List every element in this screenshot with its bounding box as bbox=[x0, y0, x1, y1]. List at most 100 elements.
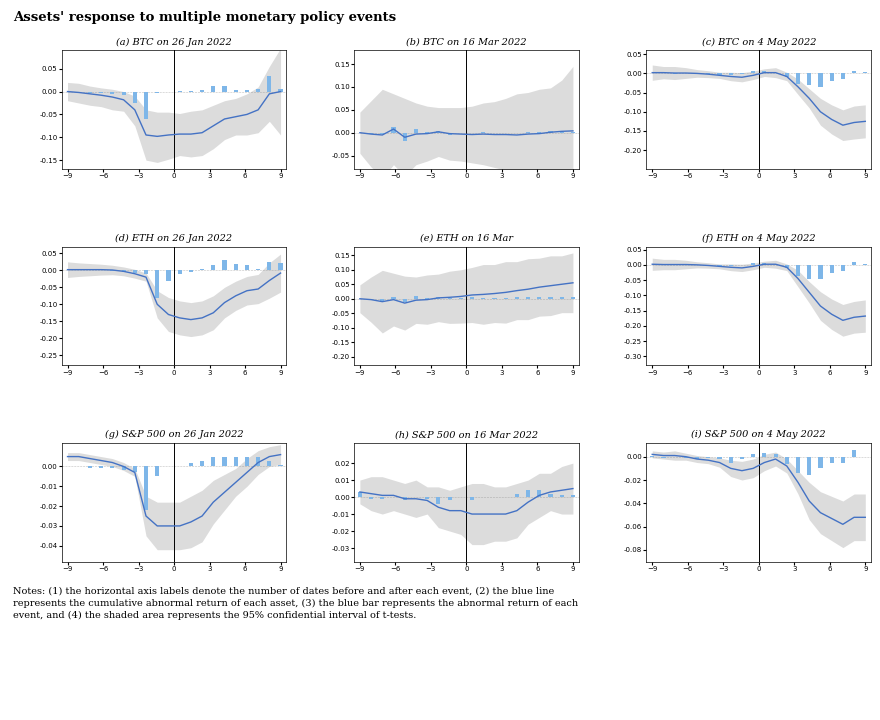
Bar bbox=[414, 129, 418, 132]
Bar bbox=[830, 73, 833, 81]
Bar bbox=[392, 297, 396, 299]
Bar bbox=[189, 270, 193, 272]
Bar bbox=[155, 467, 159, 477]
Bar bbox=[234, 90, 238, 91]
Bar bbox=[470, 297, 474, 299]
Bar bbox=[852, 450, 856, 456]
Bar bbox=[807, 456, 811, 475]
Bar bbox=[88, 91, 92, 93]
Bar bbox=[571, 297, 575, 299]
Bar bbox=[155, 91, 159, 94]
Bar bbox=[380, 299, 385, 301]
Bar bbox=[785, 265, 788, 268]
Bar bbox=[796, 265, 800, 276]
Bar bbox=[470, 497, 474, 500]
Bar bbox=[774, 454, 778, 456]
Bar bbox=[392, 127, 396, 132]
Bar bbox=[503, 297, 508, 299]
Bar bbox=[830, 456, 833, 462]
Bar bbox=[762, 453, 766, 456]
Bar bbox=[751, 264, 755, 265]
Bar bbox=[571, 495, 575, 497]
Bar bbox=[762, 71, 766, 73]
Bar bbox=[245, 456, 249, 467]
Title: (f) ETH on 4 May 2022: (f) ETH on 4 May 2022 bbox=[702, 234, 816, 243]
Title: (e) ETH on 16 Mar: (e) ETH on 16 Mar bbox=[420, 234, 513, 243]
Bar bbox=[223, 260, 226, 270]
Bar bbox=[268, 76, 271, 91]
Bar bbox=[493, 298, 496, 299]
Bar bbox=[548, 131, 553, 132]
Bar bbox=[380, 132, 385, 134]
Bar bbox=[99, 467, 103, 469]
Bar bbox=[200, 90, 204, 91]
Title: (b) BTC on 16 Mar 2022: (b) BTC on 16 Mar 2022 bbox=[406, 38, 527, 47]
Bar bbox=[200, 461, 204, 467]
Bar bbox=[807, 73, 811, 85]
Bar bbox=[537, 297, 541, 299]
Bar bbox=[278, 89, 282, 91]
Bar bbox=[110, 91, 114, 94]
Bar bbox=[436, 131, 440, 132]
Bar bbox=[144, 467, 148, 510]
Bar bbox=[121, 91, 126, 95]
Bar bbox=[211, 86, 216, 91]
Bar bbox=[268, 461, 271, 467]
Bar bbox=[121, 270, 126, 271]
Bar bbox=[369, 299, 373, 300]
Bar bbox=[403, 299, 407, 302]
Bar bbox=[548, 494, 553, 497]
Bar bbox=[88, 467, 92, 469]
Text: Notes: (1) the horizontal axis labels denote the number of dates before and afte: Notes: (1) the horizontal axis labels de… bbox=[13, 587, 578, 620]
Bar bbox=[740, 456, 744, 459]
Title: (c) BTC on 4 May 2022: (c) BTC on 4 May 2022 bbox=[701, 37, 816, 47]
Bar bbox=[211, 456, 216, 467]
Bar bbox=[256, 269, 260, 270]
Bar bbox=[818, 265, 823, 279]
Bar bbox=[807, 265, 811, 279]
Bar bbox=[110, 467, 114, 469]
Bar bbox=[245, 90, 249, 91]
Bar bbox=[436, 297, 440, 299]
Bar bbox=[268, 262, 271, 270]
Bar bbox=[458, 298, 463, 299]
Bar bbox=[560, 297, 564, 299]
Bar bbox=[403, 132, 407, 141]
Bar bbox=[200, 269, 204, 270]
Bar bbox=[548, 297, 553, 299]
Bar bbox=[448, 132, 451, 135]
Bar bbox=[369, 497, 373, 499]
Bar bbox=[840, 456, 845, 462]
Bar bbox=[369, 132, 373, 134]
Bar bbox=[256, 89, 260, 91]
Bar bbox=[818, 73, 823, 87]
Bar bbox=[515, 297, 519, 299]
Bar bbox=[695, 456, 699, 459]
Bar bbox=[717, 456, 722, 459]
Title: (a) BTC on 26 Jan 2022: (a) BTC on 26 Jan 2022 bbox=[116, 37, 232, 47]
Bar bbox=[121, 467, 126, 470]
Bar bbox=[796, 73, 800, 84]
Title: (h) S&P 500 on 16 Mar 2022: (h) S&P 500 on 16 Mar 2022 bbox=[395, 430, 538, 439]
Bar bbox=[863, 264, 868, 265]
Bar bbox=[133, 270, 137, 273]
Bar bbox=[717, 73, 722, 75]
Bar bbox=[144, 270, 148, 274]
Bar bbox=[526, 297, 530, 299]
Bar bbox=[403, 497, 407, 500]
Bar bbox=[740, 73, 744, 74]
Bar bbox=[796, 456, 800, 473]
Bar bbox=[380, 497, 385, 499]
Bar bbox=[155, 270, 159, 297]
Bar bbox=[211, 265, 216, 270]
Bar bbox=[425, 497, 429, 499]
Bar bbox=[729, 456, 733, 462]
Bar bbox=[852, 262, 856, 265]
Bar bbox=[830, 265, 833, 273]
Bar bbox=[729, 265, 733, 266]
Bar bbox=[515, 494, 519, 497]
Bar bbox=[863, 72, 868, 73]
Bar bbox=[785, 73, 788, 77]
Bar bbox=[751, 71, 755, 73]
Bar bbox=[133, 467, 137, 472]
